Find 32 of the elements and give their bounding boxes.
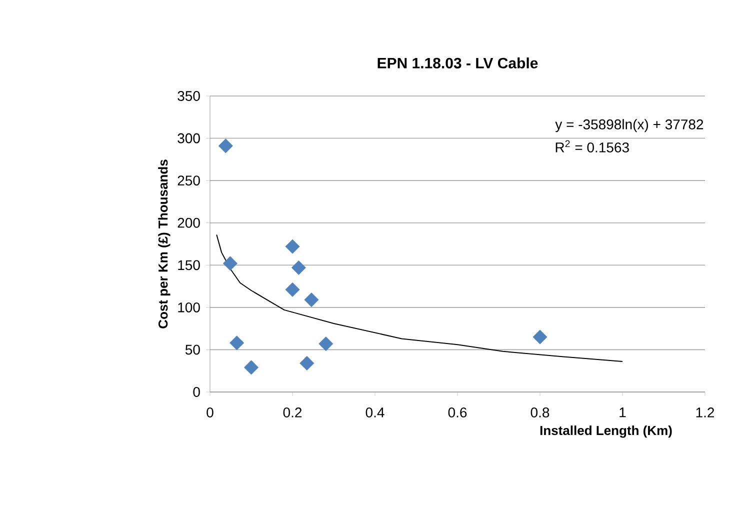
- point: [285, 282, 300, 297]
- y-tick-label: 150: [178, 260, 200, 270]
- y-tick-label: 0: [193, 387, 200, 397]
- point: [300, 356, 314, 370]
- x-tick-label: 0.8: [530, 408, 550, 418]
- y-tick-label: 250: [178, 176, 200, 186]
- x-tick-label: 0.6: [448, 408, 467, 418]
- y-tick-label: 200: [178, 218, 200, 228]
- annotation: R$^{2}$ = 0.1563: [556, 140, 629, 152]
- point: [318, 336, 334, 352]
- point: [230, 336, 244, 350]
- point: [244, 360, 259, 375]
- x-tick-label: 0.4: [366, 408, 384, 418]
- y-tick-label: 300: [178, 133, 200, 144]
- x-tick-label: 0.2: [283, 408, 302, 418]
- y-axis-title: Cost per Km (£) Thousands: [158, 160, 170, 328]
- point: [304, 292, 319, 308]
- x-tick-label: 1.2: [696, 408, 714, 418]
- y-tick-label: 350: [178, 91, 200, 101]
- point: [532, 330, 548, 344]
- annotation: y = -35898ln(x) + 37782: [555, 119, 704, 132]
- chart-title: EPN 1.18.03 - LV Cable: [378, 57, 538, 68]
- point: [222, 256, 238, 271]
- y-tick-label: 100: [178, 302, 200, 312]
- x-axis-title: Installed Length (Km): [540, 426, 672, 438]
- x-tick-label: 0: [206, 408, 214, 418]
- x-tick-label: 1: [620, 408, 626, 418]
- point: [291, 260, 306, 275]
- point: [218, 138, 233, 154]
- point: [285, 239, 300, 254]
- y-tick-label: 50: [185, 344, 200, 355]
- line-series: [216, 234, 624, 362]
